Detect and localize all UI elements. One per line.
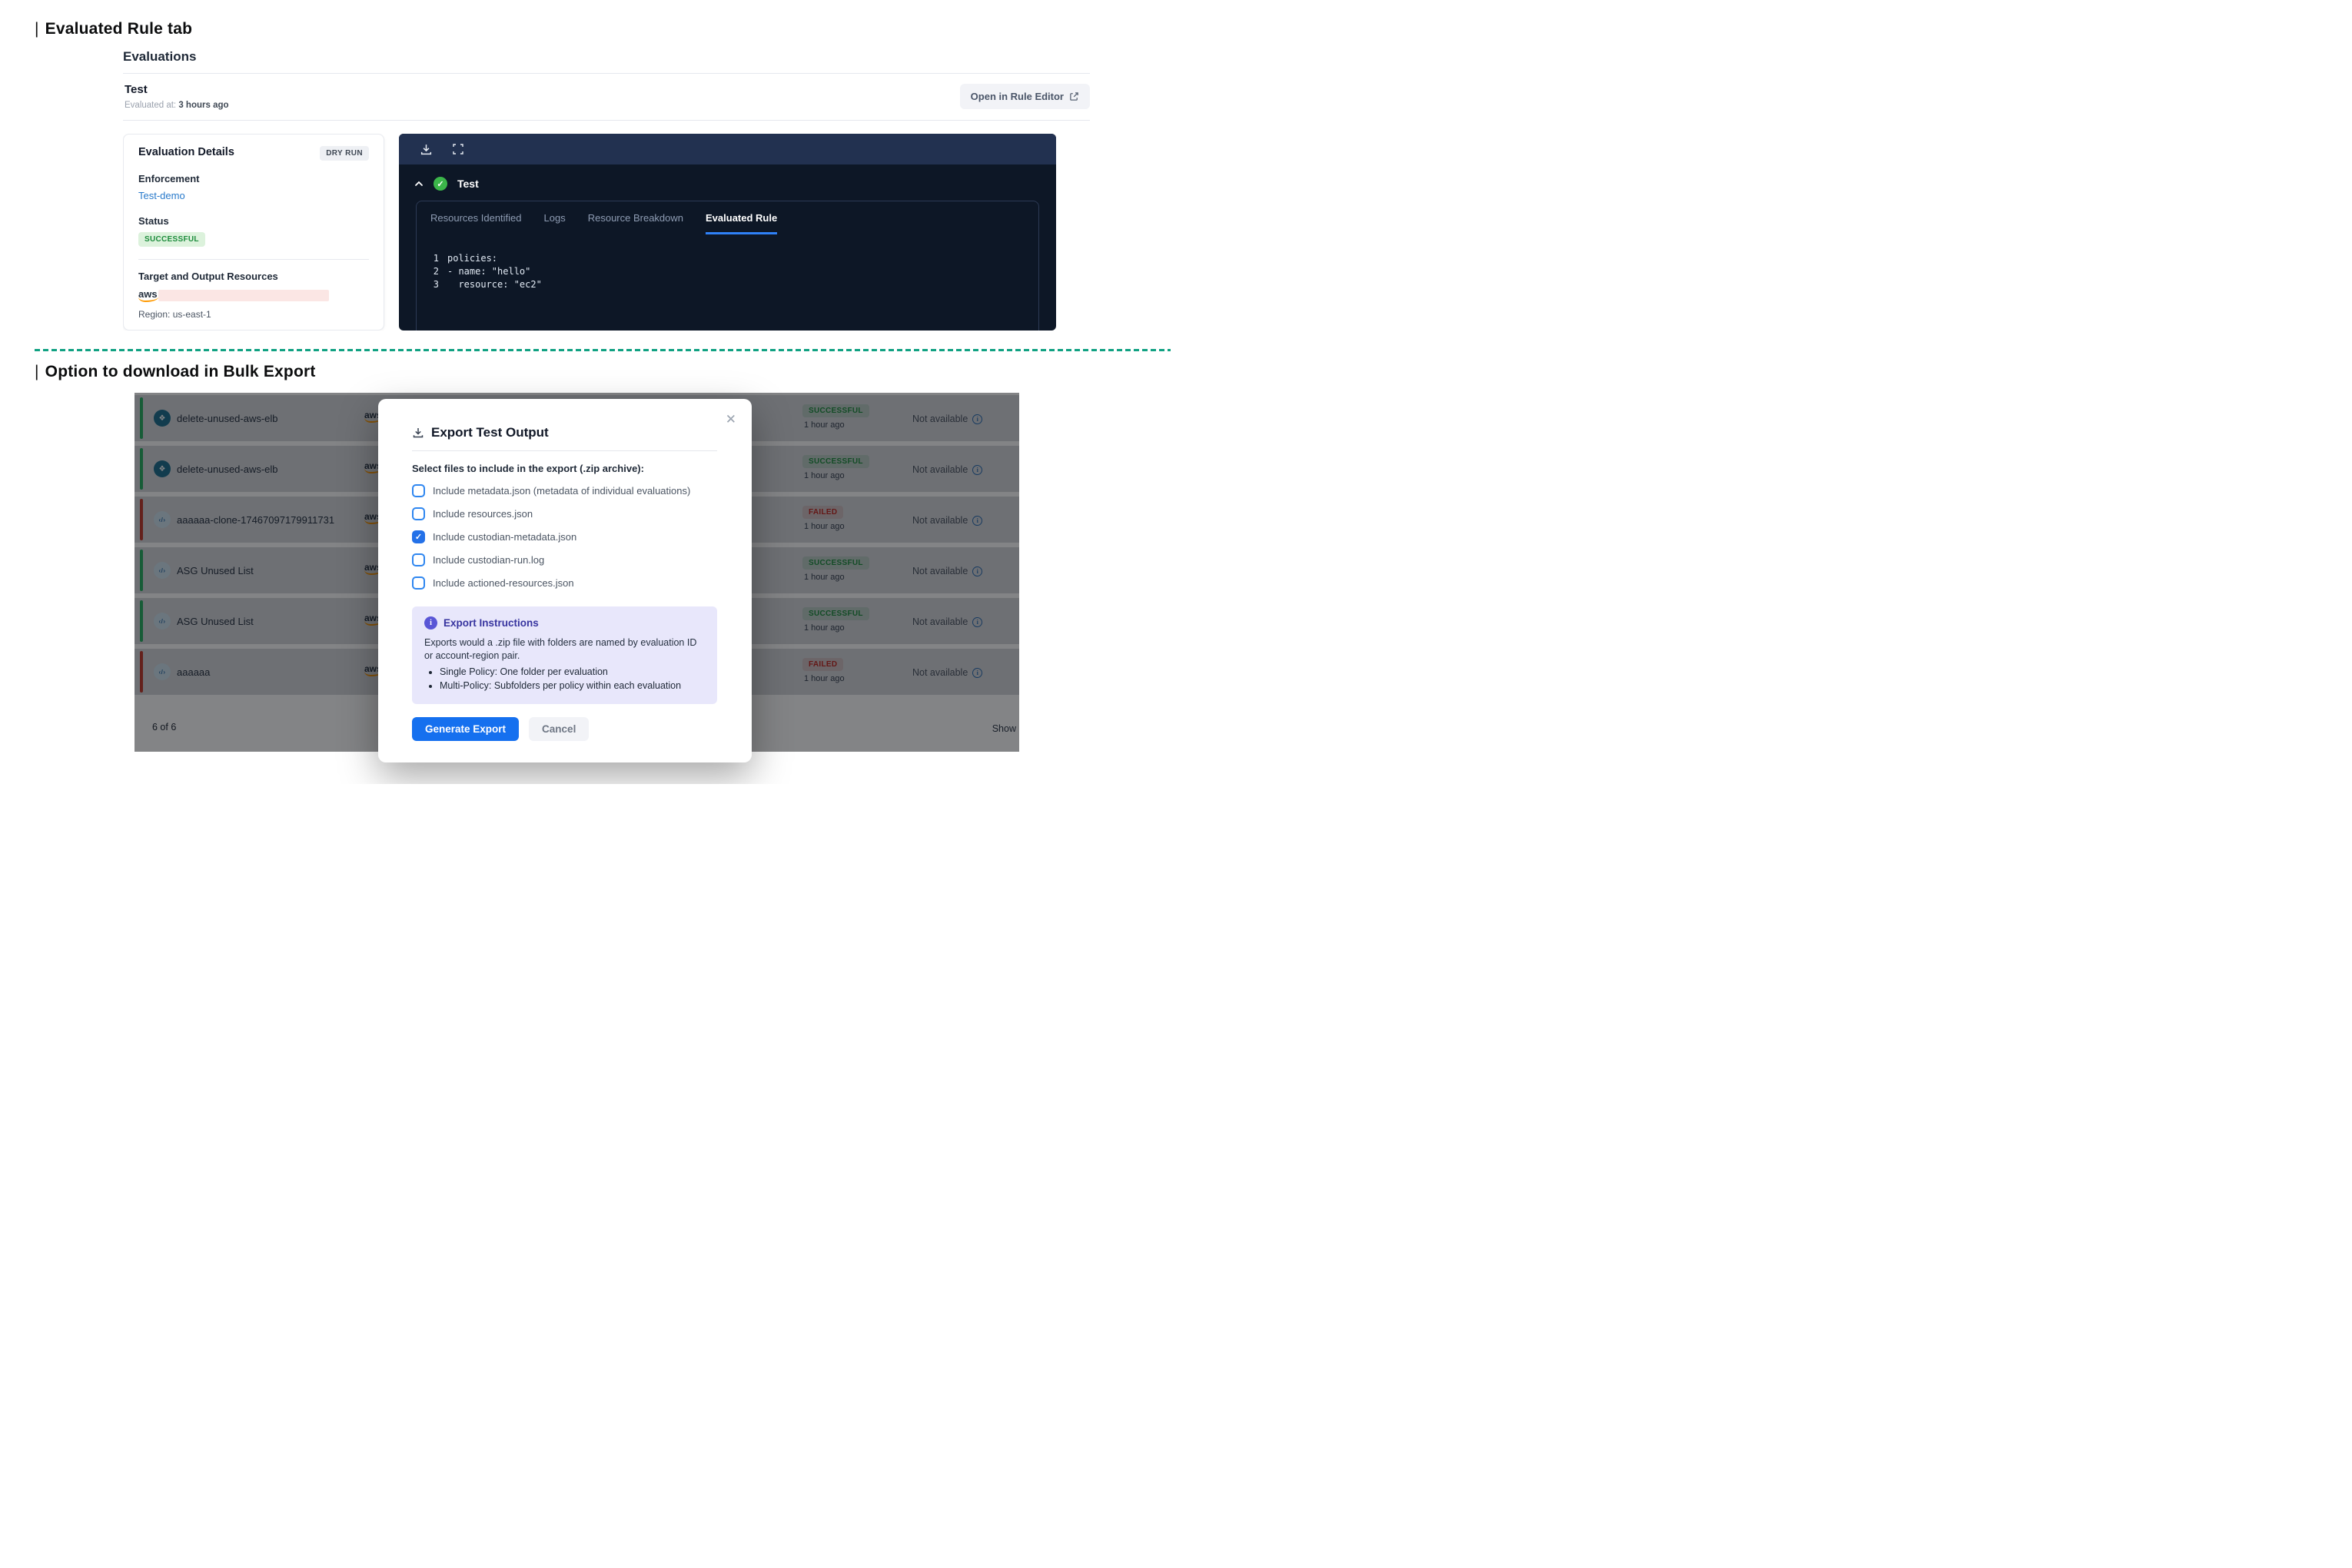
dry-run-badge: DRY RUN [320, 146, 369, 161]
info-bubble-icon: i [424, 616, 437, 630]
export-instructions-body: Exports would a .zip file with folders a… [424, 637, 697, 661]
evaluation-code-panel: ✓ Test Resources Identified Logs Resourc… [399, 134, 1056, 331]
evaluated-at-value: 3 hours ago [178, 101, 229, 110]
modal-title: Export Test Output [431, 425, 549, 440]
status-badge: SUCCESSFUL [138, 232, 205, 247]
modal-title-row: Export Test Output [412, 425, 717, 440]
tab-evaluated-rule[interactable]: Evaluated Rule [706, 212, 778, 234]
tab-resource-breakdown[interactable]: Resource Breakdown [587, 212, 684, 224]
checkbox-include-metadata[interactable]: Include metadata.json (metadata of indiv… [412, 484, 717, 497]
line-text: - name: "hello" [447, 266, 531, 277]
line-text: resource: "ec2" [447, 279, 542, 290]
modal-divider [412, 450, 717, 451]
target-resources-label: Target and Output Resources [138, 271, 278, 282]
select-files-label: Select files to include in the export (.… [412, 463, 644, 474]
evaluated-at: Evaluated at: 3 hours ago [125, 101, 229, 110]
external-link-icon [1069, 91, 1079, 101]
line-number: 2 [433, 266, 439, 277]
card-divider [138, 259, 369, 260]
evaluation-meta: Test Evaluated at: 3 hours ago [125, 83, 229, 110]
policy-detail-panel: Resources Identified Logs Resource Break… [416, 201, 1039, 331]
heading-bar: | [35, 363, 39, 380]
download-icon[interactable] [420, 143, 433, 156]
policy-name: Test [457, 178, 479, 190]
line-number: 3 [433, 279, 439, 290]
section1-heading: | Evaluated Rule tab [35, 20, 192, 38]
status-label: Status [138, 215, 169, 227]
enforcement-link[interactable]: Test-demo [138, 190, 185, 201]
export-instructions-title: Export Instructions [443, 617, 539, 629]
export-instructions-panel: i Export Instructions Exports would a .z… [412, 606, 717, 704]
chevron-up-icon[interactable] [414, 180, 424, 188]
checkbox-box[interactable] [412, 530, 425, 543]
evaluations-title: Evaluations [123, 49, 1090, 74]
heading-bar: | [35, 20, 39, 38]
instruction-bullet: Multi-Policy: Subfolders per policy with… [440, 679, 705, 693]
redacted-resource-id [158, 290, 329, 301]
evaluated-at-label: Evaluated at: [125, 101, 177, 110]
export-instructions-list: Single Policy: One folder per evaluation… [424, 666, 705, 693]
checkbox-box[interactable] [412, 507, 425, 520]
tab-resources-identified[interactable]: Resources Identified [430, 212, 522, 224]
line-text: policies: [447, 253, 498, 264]
fullscreen-icon[interactable] [452, 143, 464, 155]
checkbox-label: Include actioned-resources.json [433, 577, 574, 589]
dashed-separator [35, 349, 1171, 351]
close-icon[interactable]: ✕ [723, 410, 739, 429]
code-panel-toolbar [399, 134, 1056, 164]
export-test-output-modal: ✕ Export Test Output Select files to inc… [378, 399, 752, 762]
instruction-bullet: Single Policy: One folder per evaluation [440, 666, 705, 679]
line-number: 1 [433, 253, 439, 264]
region-text: Region: us-east-1 [138, 309, 211, 320]
enforcement-label: Enforcement [138, 173, 200, 184]
checkbox-box[interactable] [412, 576, 425, 590]
success-check-icon: ✓ [434, 177, 447, 191]
policy-result-row: ✓ Test [414, 177, 1056, 191]
section2-heading-text: Option to download in Bulk Export [45, 363, 316, 380]
open-in-rule-editor-button[interactable]: Open in Rule Editor [959, 84, 1090, 109]
evaluated-rule-code: 1 policies: 2 - name: "hello" 3 resource… [433, 252, 1038, 291]
modal-buttons: Generate Export Cancel [412, 717, 717, 741]
target-resource-row: aws [138, 289, 369, 302]
checkbox-include-resources[interactable]: Include resources.json [412, 507, 717, 520]
details-card-title: Evaluation Details [138, 146, 234, 158]
cancel-button[interactable]: Cancel [529, 717, 590, 741]
checkbox-label: Include metadata.json (metadata of indiv… [433, 485, 691, 497]
checkbox-include-custodian-run-log[interactable]: Include custodian-run.log [412, 553, 717, 566]
checkbox-box[interactable] [412, 484, 425, 497]
page: | Evaluated Rule tab Evaluations Test Eva… [0, 0, 1176, 784]
checkbox-label: Include custodian-metadata.json [433, 531, 577, 543]
checkbox-label: Include resources.json [433, 508, 533, 520]
evaluations-panel: Evaluations Test Evaluated at: 3 hours a… [123, 49, 1090, 331]
evaluation-header-row: Test Evaluated at: 3 hours ago Open in R… [123, 74, 1090, 121]
evaluation-details-card: Evaluation Details DRY RUN Enforcement T… [123, 134, 384, 331]
generate-export-button[interactable]: Generate Export [412, 717, 520, 741]
evaluation-name: Test [125, 83, 148, 96]
checkbox-include-custodian-metadata[interactable]: Include custodian-metadata.json [412, 530, 717, 543]
aws-logo: aws [138, 289, 158, 302]
open-in-rule-editor-label: Open in Rule Editor [970, 91, 1064, 102]
section2-heading: | Option to download in Bulk Export [35, 363, 316, 381]
section1-heading-text: Evaluated Rule tab [45, 20, 193, 38]
checkbox-box[interactable] [412, 553, 425, 566]
policy-tabs: Resources Identified Logs Resource Break… [430, 212, 1038, 234]
tab-logs[interactable]: Logs [543, 212, 566, 224]
download-icon [412, 427, 424, 439]
code-line: 1 policies: [433, 252, 1038, 265]
checkbox-label: Include custodian-run.log [433, 554, 545, 566]
checkbox-include-actioned-resources[interactable]: Include actioned-resources.json [412, 576, 717, 590]
code-line: 2 - name: "hello" [433, 265, 1038, 278]
evaluation-detail-columns: Evaluation Details DRY RUN Enforcement T… [123, 134, 1090, 331]
code-line: 3 resource: "ec2" [433, 278, 1038, 291]
